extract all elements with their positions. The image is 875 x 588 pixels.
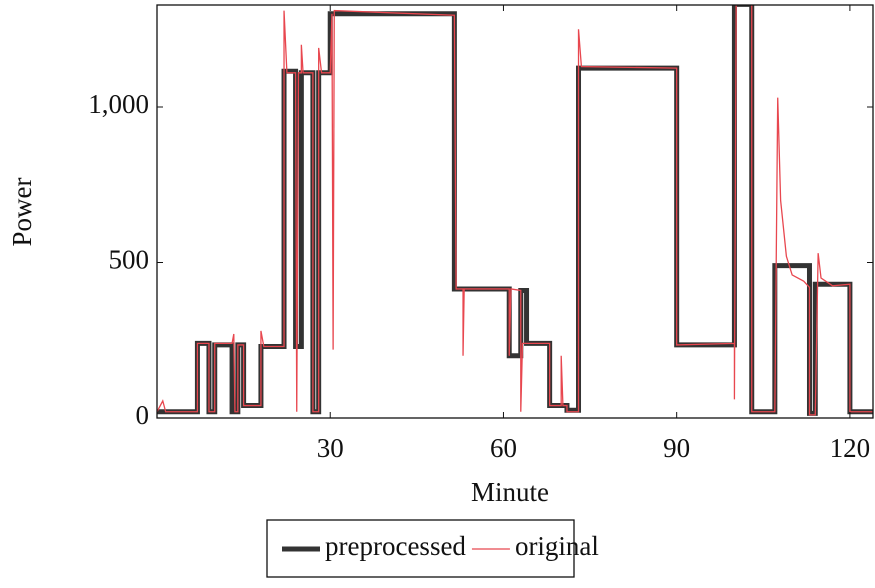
legend-label: preprocessed bbox=[325, 531, 466, 561]
x-tick-label: 30 bbox=[317, 433, 344, 463]
x-tick-label: 90 bbox=[663, 433, 690, 463]
y-axis-label: Power bbox=[7, 178, 37, 247]
plot-area bbox=[157, 5, 873, 416]
legend: preprocessed original bbox=[282, 531, 599, 561]
x-axis-label: Minute bbox=[471, 477, 549, 507]
y-tick-label: 1,000 bbox=[88, 89, 149, 119]
axes-frame bbox=[156, 4, 874, 419]
legend-label: original bbox=[515, 531, 599, 561]
y-tick-label: 500 bbox=[109, 245, 150, 275]
series-line bbox=[157, 5, 873, 416]
series-line bbox=[157, 5, 873, 416]
x-tick-label: 120 bbox=[830, 433, 871, 463]
legend-box bbox=[266, 519, 575, 578]
y-tick-label: 0 bbox=[136, 400, 150, 430]
x-tick-label: 60 bbox=[490, 433, 517, 463]
